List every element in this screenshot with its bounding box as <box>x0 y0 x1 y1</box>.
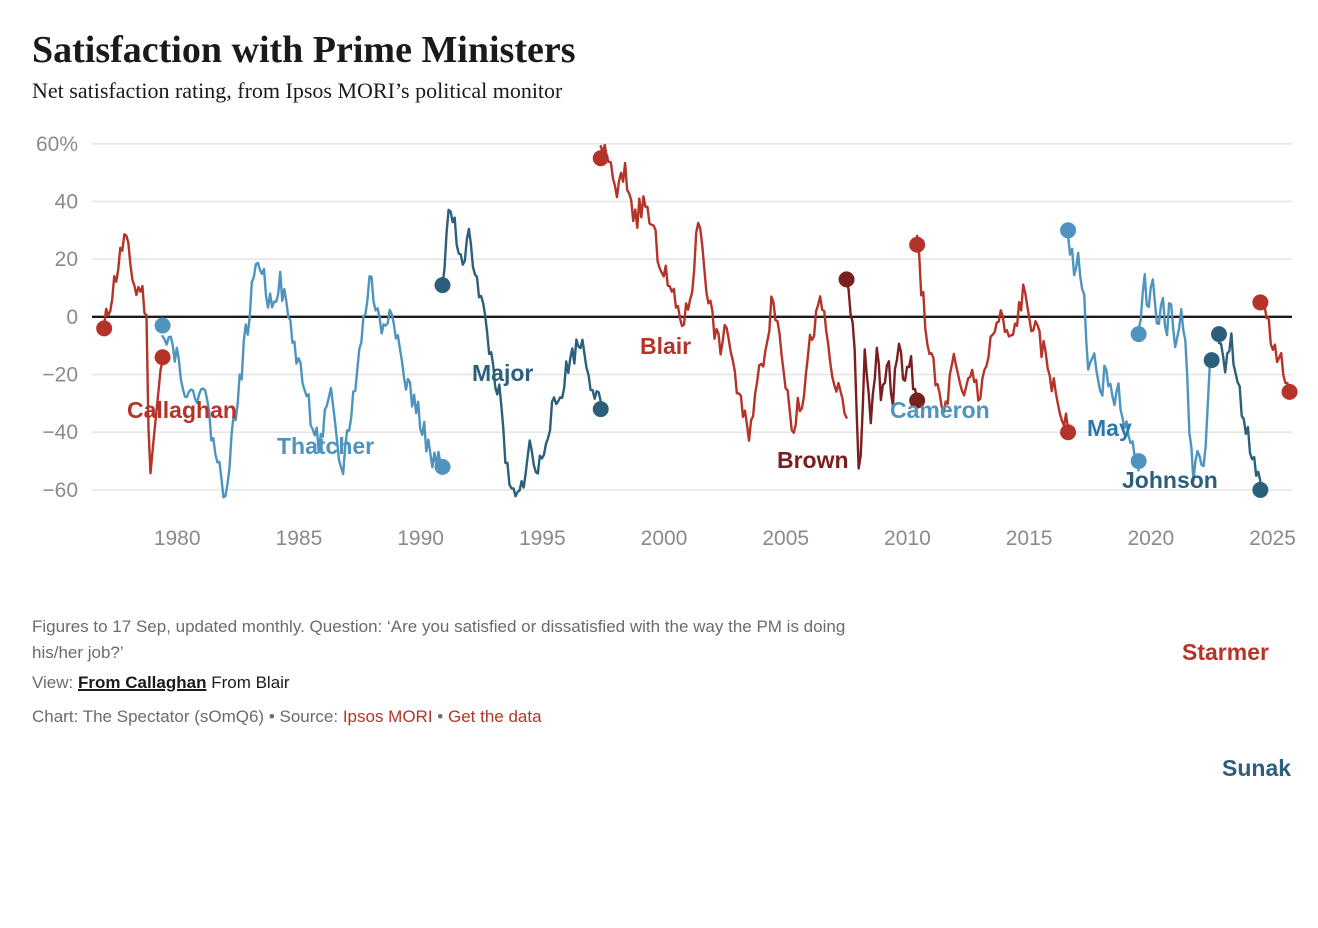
x-axis-tick-2000: 2000 <box>641 527 688 550</box>
chart-area: 60% 40 20 0 −20 −40 −60 1980 1985 1990 1995 2000 20… <box>32 118 1302 608</box>
page-subtitle: Net satisfaction rating, from Ipsos MORI… <box>32 78 1286 104</box>
pm-marker-major-end[interactable] <box>593 401 609 417</box>
pm-marker-callaghan-start[interactable] <box>96 320 112 336</box>
y-axis-tick-0: 0 <box>66 306 78 329</box>
chart-credit-row: Chart: The Spectator (sOmQ6) • Source: I… <box>32 707 1286 727</box>
series-line-callaghan[interactable] <box>104 234 162 473</box>
pm-marker-thatcher-start[interactable] <box>155 318 171 334</box>
pm-label-major: Major <box>472 360 533 386</box>
credit-separator: • <box>437 707 448 726</box>
y-axis-tick--60: −60 <box>42 479 78 502</box>
series-line-major[interactable] <box>443 210 601 496</box>
y-axis-tick--20: −20 <box>42 364 78 387</box>
chart-footnote: Figures to 17 Sep, updated monthly. Ques… <box>32 614 1286 665</box>
y-axis-tick-20: 20 <box>55 248 78 271</box>
get-data-link[interactable]: Get the data <box>448 707 542 726</box>
pm-label-cameron: Cameron <box>890 397 990 423</box>
series-line-starmer[interactable] <box>1260 299 1289 398</box>
x-axis-tick-2020: 2020 <box>1127 527 1174 550</box>
y-axis-tick--40: −40 <box>42 421 78 444</box>
pm-label-sunak: Sunak <box>1222 755 1291 781</box>
view-option-callaghan[interactable]: From Callaghan <box>78 673 206 692</box>
x-axis-tick-1995: 1995 <box>519 527 566 550</box>
pm-label-may: May <box>1087 415 1132 441</box>
view-option-blair[interactable]: From Blair <box>211 673 289 692</box>
series-line-sunak[interactable] <box>1219 333 1260 481</box>
pm-marker-sunak-start[interactable] <box>1211 326 1227 342</box>
credit-prefix: Chart: The Spectator (sOmQ6) • Source: <box>32 707 343 726</box>
ipsos-mori-link[interactable]: Ipsos MORI <box>343 707 433 726</box>
x-axis-tick-1980: 1980 <box>154 527 201 550</box>
x-axis-tick-2010: 2010 <box>884 527 931 550</box>
series-line-thatcher[interactable] <box>163 263 443 497</box>
x-axis-labels: 1980 1985 1990 1995 2000 2005 2010 2015 2020 2025 <box>154 527 1296 550</box>
x-axis-tick-2005: 2005 <box>762 527 809 550</box>
pm-marker-thatcher-end[interactable] <box>435 459 451 475</box>
pm-marker-cameron-start[interactable] <box>909 237 925 253</box>
chart-page: Satisfaction with Prime Ministers Net sa… <box>0 0 1318 928</box>
x-axis-tick-2015: 2015 <box>1006 527 1053 550</box>
pm-marker-callaghan-end[interactable] <box>155 349 171 365</box>
pm-label-blair: Blair <box>640 333 691 359</box>
y-axis-tick-40: 40 <box>55 190 78 213</box>
series-line-johnson[interactable] <box>1139 274 1212 481</box>
pm-marker-blair-start[interactable] <box>593 150 609 166</box>
pm-marker-cameron-end[interactable] <box>1060 424 1076 440</box>
pm-label-johnson: Johnson <box>1122 467 1218 493</box>
x-axis-tick-1985: 1985 <box>276 527 323 550</box>
pm-label-thatcher: Thatcher <box>277 433 374 459</box>
x-axis-tick-2025: 2025 <box>1249 527 1296 550</box>
y-axis-tick-60: 60% <box>36 133 78 156</box>
pm-label-brown: Brown <box>777 447 849 473</box>
pm-marker-starmer-end[interactable] <box>1282 384 1298 400</box>
pm-marker-johnson-start[interactable] <box>1131 326 1147 342</box>
series-line-blair[interactable] <box>601 145 847 441</box>
page-title: Satisfaction with Prime Ministers <box>32 28 1286 72</box>
view-label: View: <box>32 673 73 692</box>
pm-label-starmer: Starmer <box>1182 639 1269 665</box>
y-axis-labels: 60% 40 20 0 −20 −40 −60 <box>36 133 78 502</box>
pm-marker-starmer-start[interactable] <box>1252 294 1268 310</box>
pm-marker-sunak-end[interactable] <box>1252 482 1268 498</box>
pm-marker-johnson-end[interactable] <box>1204 352 1220 368</box>
line-chart-svg: 60% 40 20 0 −20 −40 −60 1980 1985 1990 1995 2000 20… <box>32 118 1302 568</box>
x-axis-tick-1990: 1990 <box>397 527 444 550</box>
view-toggle-row: View: From Callaghan From Blair <box>32 673 1286 693</box>
pm-label-callaghan: Callaghan <box>127 397 237 423</box>
pm-marker-brown-start[interactable] <box>839 271 855 287</box>
pm-marker-may-start[interactable] <box>1060 222 1076 238</box>
pm-marker-major-start[interactable] <box>435 277 451 293</box>
